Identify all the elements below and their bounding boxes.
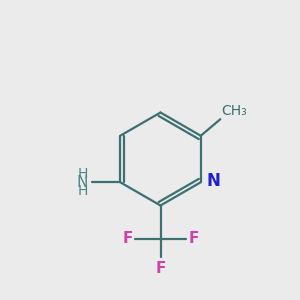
Text: H: H [78,184,88,198]
Text: F: F [122,231,133,246]
Text: F: F [155,261,166,276]
Text: F: F [188,231,199,246]
Text: N: N [206,172,220,190]
Text: N: N [77,175,88,190]
Text: CH₃: CH₃ [221,104,247,118]
Text: H: H [78,167,88,181]
